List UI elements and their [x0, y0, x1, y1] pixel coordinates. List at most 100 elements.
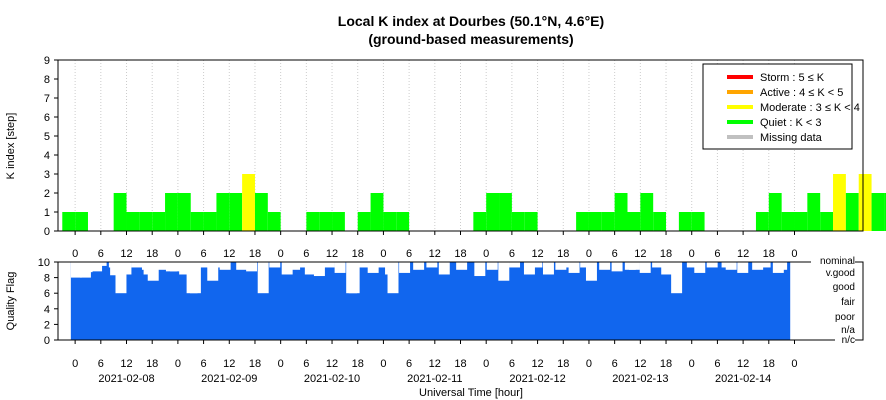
k-bar [614, 193, 628, 231]
k-bar [653, 212, 667, 231]
legend: Storm : 5 ≤ K Active : 4 ≤ K < 5 Moderate … [702, 63, 860, 150]
quality-dip [611, 262, 623, 272]
k-bar [627, 212, 641, 231]
k-x-tick-label: 0 [278, 248, 284, 260]
quality-dip [359, 262, 371, 268]
quality-dip [323, 262, 335, 268]
k-bar [216, 193, 230, 231]
quality-flag-label-bg [829, 282, 855, 292]
k-x-tick-label: 0 [380, 248, 386, 260]
k-bar [473, 212, 487, 231]
k-bar [190, 212, 204, 231]
quality-dip [297, 262, 309, 268]
k-bar [845, 193, 859, 231]
x-hour-tick-label: 18 [660, 358, 672, 370]
quality-dip [179, 262, 191, 275]
x-hour-tick-label: 0 [791, 358, 797, 370]
k-bar [75, 212, 88, 231]
x-hour-tick-label: 6 [201, 358, 207, 370]
x-date-label: 2021-02-11 [407, 373, 462, 385]
quality-dip [555, 262, 567, 270]
quality-dip [628, 262, 640, 270]
quality-flag-y-axis-label: Quality Flag [5, 272, 17, 331]
quality-dip [585, 262, 597, 281]
x-hour-tick-label: 6 [406, 358, 412, 370]
quality-dip [580, 262, 592, 268]
k-bar [486, 193, 500, 231]
k-bar [254, 193, 268, 231]
k-bar [383, 212, 397, 231]
quality-dip [671, 262, 683, 294]
x-date-label: 2021-02-08 [98, 373, 154, 385]
x-date-label: 2021-02-14 [715, 373, 771, 385]
x-date-label: 2021-02-09 [201, 373, 257, 385]
k-x-tick-label: 12 [429, 248, 441, 260]
x-hour-tick-label: 18 [557, 358, 569, 370]
k-x-tick-label: 18 [557, 248, 569, 260]
k-bar [306, 212, 320, 231]
x-hour-tick-label: 6 [714, 358, 720, 370]
quality-dip [131, 262, 143, 268]
quality-dip [213, 262, 225, 268]
quality-flag-label: n/a [841, 325, 855, 336]
quality-dip [375, 262, 387, 268]
quality-dip [257, 262, 269, 294]
quality-dip [752, 262, 764, 270]
quality-dip [348, 262, 360, 294]
quality-dip [313, 262, 325, 277]
x-hour-tick-label: 0 [380, 358, 386, 370]
quality-flag-label-bg [829, 312, 855, 322]
quality-dip [289, 262, 301, 270]
k-bar [588, 212, 602, 231]
k-y-tick-label: 1 [44, 207, 50, 219]
k-bar [524, 212, 538, 231]
x-hour-tick-label: 12 [429, 358, 441, 370]
x-hour-tick-label: 6 [303, 358, 309, 370]
k-x-tick-label: 12 [120, 248, 132, 260]
quality-y-tick-label: 4 [44, 304, 50, 316]
k-bar [396, 212, 410, 231]
k-bar [357, 212, 371, 231]
x-hour-tick-label: 12 [120, 358, 132, 370]
x-hour-tick-label: 0 [175, 358, 181, 370]
quality-dip [652, 262, 664, 268]
k-x-tick-label: 18 [763, 248, 775, 260]
k-bar [858, 174, 872, 231]
quality-dip [639, 262, 651, 273]
k-x-tick-label: 0 [689, 248, 695, 260]
k-bar [152, 212, 166, 231]
k-x-tick-label: 6 [714, 248, 720, 260]
k-x-tick-label: 12 [326, 248, 338, 260]
x-hour-tick-label: 12 [223, 358, 235, 370]
x-hour-tick-label: 18 [352, 358, 364, 370]
quality-flag-label-bg [817, 268, 855, 278]
quality-y-tick-label: 8 [44, 273, 50, 285]
k-bar [601, 212, 615, 231]
quality-dip [725, 262, 737, 270]
quality-dip [456, 262, 468, 270]
quality-dip [219, 262, 231, 270]
quality-flag-label: nominal [820, 256, 855, 267]
quality-dip [776, 262, 788, 270]
quality-flag-label-bg [835, 335, 855, 345]
k-bar [781, 212, 795, 231]
k-bar [139, 212, 153, 231]
x-hour-tick-label: 6 [98, 358, 104, 370]
quality-dip [694, 262, 706, 273]
k-index-y-axis-label: K index [step] [5, 113, 17, 180]
quality-dip [207, 262, 219, 281]
quality-dip [661, 262, 673, 275]
x-axis-label: Universal Time [hour] [419, 387, 523, 399]
x-hour-tick-label: 12 [326, 358, 338, 370]
quality-dip [413, 262, 425, 270]
quality-dip [706, 262, 718, 268]
quality-dip [70, 262, 82, 278]
k-y-tick-label: 7 [44, 93, 50, 105]
k-bar [691, 212, 705, 231]
quality-dip [189, 262, 201, 294]
k-bar [177, 193, 191, 231]
legend-entry: Moderate : 3 ≤ K < 4 [760, 102, 860, 114]
quality-flag-label-bg [829, 297, 855, 307]
quality-dip [304, 262, 316, 275]
